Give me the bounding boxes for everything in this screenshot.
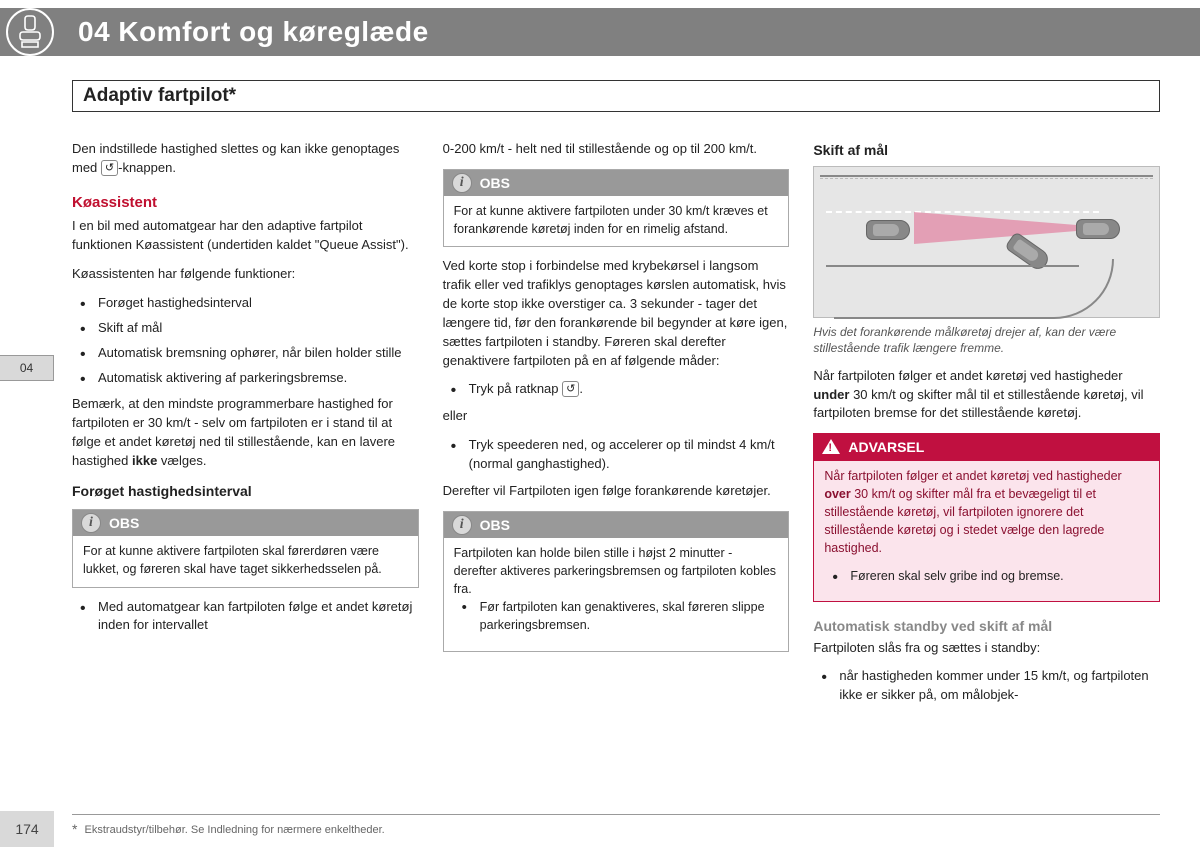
- info-icon: i: [81, 513, 101, 533]
- column-2: 0-200 km/t - helt ned til stillestående …: [443, 140, 790, 713]
- c2-eller: eller: [443, 407, 790, 426]
- footnote-star: *: [72, 821, 77, 837]
- warning-box: ADVARSEL Når fartpiloten følger et andet…: [813, 433, 1160, 602]
- c3-p2: Fartpiloten slås fra og sættes i standby…: [813, 639, 1160, 658]
- obs-header: i OBS: [73, 510, 418, 536]
- c3-list: når hastigheden kommer under 15 km/t, og…: [813, 667, 1160, 705]
- heading-koassistent: Køassistent: [72, 192, 419, 214]
- list-item: Føreren skal selv gribe ind og bremse.: [828, 567, 1149, 585]
- obs-label: OBS: [480, 173, 510, 193]
- diagram-caption: Hvis det forankørende målkøretøj drejer …: [813, 324, 1160, 356]
- warning-label: ADVARSEL: [848, 437, 924, 457]
- page-content: Adaptiv fartpilot* Den indstillede hasti…: [72, 80, 1160, 799]
- obs-label: OBS: [109, 513, 139, 533]
- warning-body: Når fartpiloten følger et andet køretøj …: [814, 461, 1159, 602]
- list-item: Før fartpiloten kan genaktiveres, skal f…: [458, 598, 779, 634]
- list-item: Automatisk bremsning ophører, når bilen …: [76, 344, 419, 363]
- chapter-header: 04 Komfort og køreglæde: [0, 8, 1200, 56]
- heading-auto-standby: Automatisk standby ved skift af mål: [813, 616, 1160, 636]
- warning-header: ADVARSEL: [814, 434, 1159, 460]
- c1-p4: Bemærk, at den mindste programmerbare ha…: [72, 395, 419, 470]
- stopped-car-icon: [1076, 219, 1120, 239]
- column-1: Den indstillede hastighed slettes og kan…: [72, 140, 419, 713]
- warning-icon: [822, 439, 840, 454]
- section-title: Adaptiv fartpilot*: [83, 85, 1149, 107]
- heading-foroget: Forøget hastighedsinterval: [72, 481, 419, 501]
- obs-body: Fartpiloten kan holde bilen stille i høj…: [444, 538, 789, 651]
- c1-list-functions: Forøget hastighedsinterval Skift af mål …: [72, 294, 419, 387]
- obs-body: For at kunne aktivere fartpiloten skal f…: [73, 536, 418, 586]
- info-icon: i: [452, 173, 472, 193]
- c2-p2: Ved korte stop i forbindelse med krybekø…: [443, 257, 790, 370]
- obs-box: i OBS For at kunne aktivere fartpiloten …: [443, 169, 790, 248]
- seat-icon: [6, 8, 54, 56]
- c1-p3: Køassistenten har følgende funktioner:: [72, 265, 419, 284]
- list-item: Automatisk aktivering af parkeringsbrems…: [76, 369, 419, 388]
- c2-list2: Tryk speederen ned, og accelerer op til …: [443, 436, 790, 474]
- footer-text: Ekstraudstyr/tilbehør. Se Indledning for…: [85, 824, 385, 836]
- obs-box: i OBS For at kunne aktivere fartpiloten …: [72, 509, 419, 588]
- c3-p1: Når fartpiloten følger et andet køretøj …: [813, 367, 1160, 424]
- footer: * Ekstraudstyr/tilbehør. Se Indledning f…: [72, 814, 1160, 837]
- resume-key-icon: ↺: [562, 381, 579, 397]
- c1-p2: I en bil med automatgear har den adaptiv…: [72, 217, 419, 255]
- chapter-title: 04 Komfort og køreglæde: [78, 16, 429, 48]
- obs-body: For at kunne aktivere fartpiloten under …: [444, 196, 789, 246]
- list-item: Med automatgear kan fartpiloten følge et…: [76, 598, 419, 636]
- c2-list1: Tryk på ratknap ↺.: [443, 380, 790, 399]
- page-number: 174: [0, 811, 54, 847]
- column-3: Skift af mål Hvis det forankørende målkø…: [813, 140, 1160, 713]
- obs-header: i OBS: [444, 512, 789, 538]
- columns: Den indstillede hastighed slettes og kan…: [72, 140, 1160, 713]
- obs-box: i OBS Fartpiloten kan holde bilen stille…: [443, 511, 790, 652]
- list-item: Forøget hastighedsinterval: [76, 294, 419, 313]
- c2-p1: 0-200 km/t - helt ned til stillestående …: [443, 140, 790, 159]
- c1-p1: Den indstillede hastighed slettes og kan…: [72, 140, 419, 178]
- resume-key-icon: ↺: [101, 160, 118, 176]
- obs-label: OBS: [480, 515, 510, 535]
- target-change-diagram: [813, 166, 1160, 318]
- list-item: Tryk speederen ned, og accelerer op til …: [447, 436, 790, 474]
- info-icon: i: [452, 515, 472, 535]
- list-item: når hastigheden kommer under 15 km/t, og…: [817, 667, 1160, 705]
- heading-skift: Skift af mål: [813, 140, 1160, 160]
- side-tab: 04: [0, 355, 54, 381]
- list-item: Skift af mål: [76, 319, 419, 338]
- section-title-box: Adaptiv fartpilot*: [72, 80, 1160, 112]
- c2-p3: Derefter vil Fartpiloten igen følge fora…: [443, 482, 790, 501]
- c1-list2: Med automatgear kan fartpiloten følge et…: [72, 598, 419, 636]
- obs-header: i OBS: [444, 170, 789, 196]
- ego-car-icon: [866, 220, 910, 240]
- list-item: Tryk på ratknap ↺.: [447, 380, 790, 399]
